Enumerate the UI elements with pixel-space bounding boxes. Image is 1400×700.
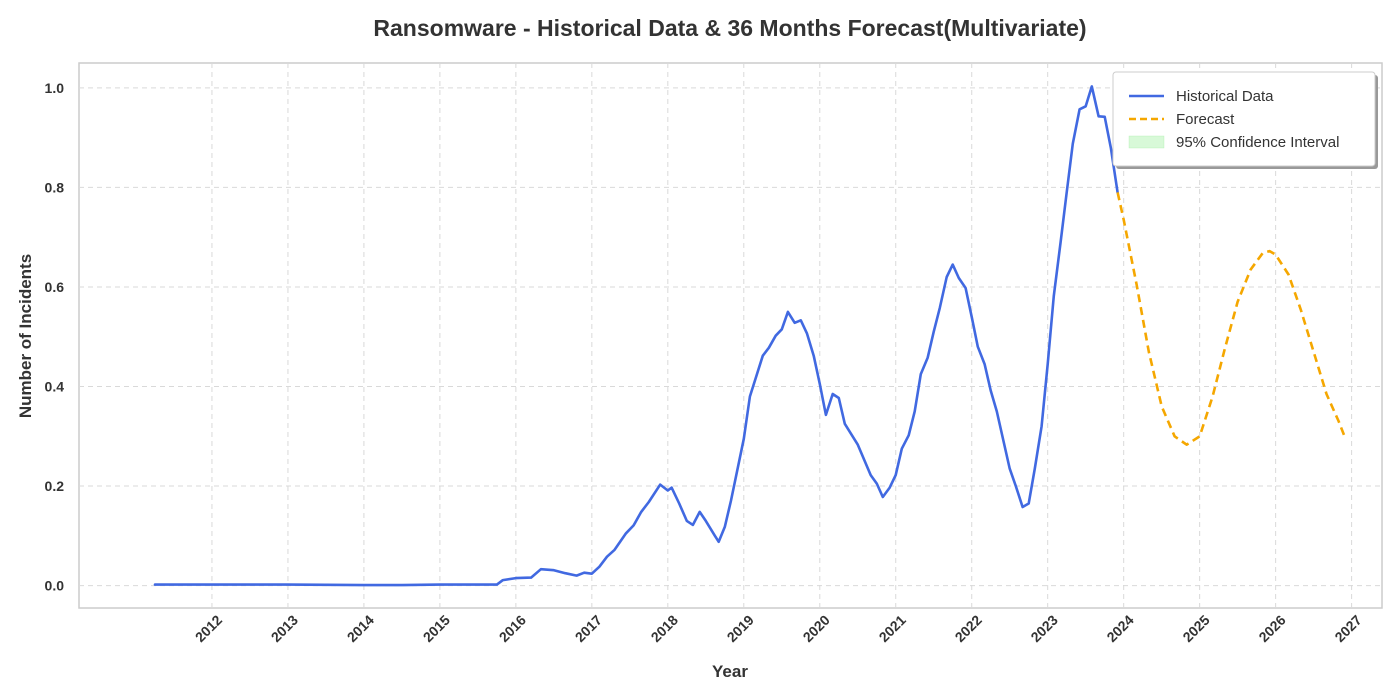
x-axis-ticks: 2012 2013 2014 2015 2016 2017 2018 2019 2020 2021… xyxy=(192,612,1365,645)
y-tick-label: 0.8 xyxy=(45,179,65,195)
legend-confidence-label: 95% Confidence Interval xyxy=(1176,134,1339,151)
x-tick-label: 2012 xyxy=(192,612,225,645)
y-tick-label: 0.0 xyxy=(45,578,65,594)
x-tick-label: 2025 xyxy=(1179,612,1212,645)
x-tick-label: 2022 xyxy=(952,612,985,645)
legend-box xyxy=(1112,71,1376,167)
y-tick-label: 0.2 xyxy=(45,478,65,494)
historical-data-line xyxy=(153,85,1119,587)
legend-historical-label: Historical Data xyxy=(1176,88,1274,105)
x-tick-label: 2027 xyxy=(1331,612,1364,645)
chart-title: Ransomware - Historical Data & 36 Months… xyxy=(373,15,1086,41)
x-tick-label: 2014 xyxy=(344,612,377,645)
series-lines xyxy=(153,85,1347,587)
x-tick-label: 2013 xyxy=(268,612,301,645)
legend-forecast-label: Forecast xyxy=(1176,111,1235,128)
y-axis-label: Number of Incidents xyxy=(16,254,35,418)
x-tick-label: 2021 xyxy=(876,612,909,645)
x-tick-label: 2019 xyxy=(724,612,757,645)
y-tick-label: 1.0 xyxy=(45,80,65,96)
x-tick-label: 2015 xyxy=(420,612,453,645)
x-tick-label: 2018 xyxy=(648,612,681,645)
x-tick-label: 2020 xyxy=(800,612,833,645)
y-axis-ticks: 0.0 0.2 0.4 0.6 0.8 1.0 xyxy=(45,80,65,594)
x-tick-label: 2026 xyxy=(1255,612,1288,645)
x-axis-label: Year xyxy=(712,662,748,681)
x-tick-label: 2016 xyxy=(496,612,529,645)
y-tick-label: 0.6 xyxy=(45,279,65,295)
legend-confidence-swatch xyxy=(1128,135,1165,149)
forecast-line xyxy=(1116,192,1347,446)
x-tick-label: 2023 xyxy=(1027,612,1060,645)
x-tick-label: 2017 xyxy=(572,612,605,645)
legend: Historical Data Forecast 95% Confidence … xyxy=(1112,71,1378,169)
y-tick-label: 0.4 xyxy=(45,379,65,395)
x-tick-label: 2024 xyxy=(1103,612,1136,645)
